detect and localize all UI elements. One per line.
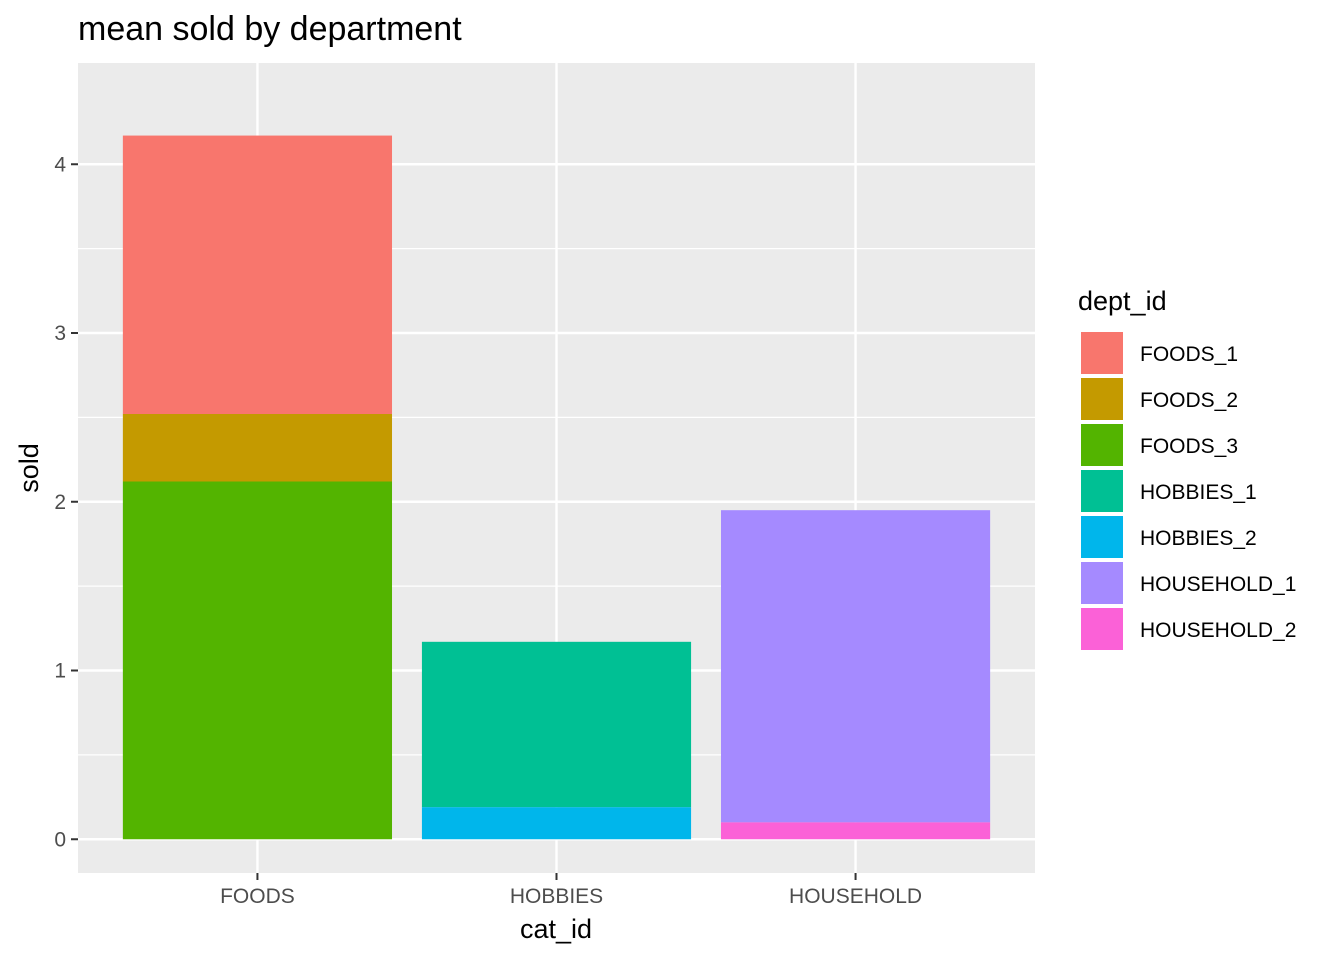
chart-title: mean sold by department [78, 10, 462, 48]
bar-foods-1 [122, 135, 393, 414]
bar-foods-2 [122, 414, 393, 482]
legend-label: FOODS_1 [1140, 343, 1238, 366]
bar-hobbies-2 [421, 807, 692, 840]
legend-key-hobbies-2 [1079, 514, 1125, 560]
legend-title: dept_id [1078, 286, 1167, 316]
bars [122, 135, 991, 840]
legend-label: FOODS_2 [1140, 389, 1238, 412]
x-tick-label: FOODS [220, 885, 295, 908]
bar-hobbies-1 [421, 641, 692, 808]
legend-label: HOBBIES_2 [1140, 527, 1257, 550]
y-axis-title: sold [14, 443, 44, 493]
x-axis: FOODS HOBBIES HOUSEHOLD [220, 873, 922, 908]
legend-key-hobbies-1 [1079, 468, 1125, 514]
legend-label: FOODS_3 [1140, 435, 1238, 458]
y-tick-label: 3 [54, 322, 66, 345]
legend-key-foods-2 [1079, 376, 1125, 422]
legend-label: HOBBIES_1 [1140, 481, 1257, 504]
x-axis-title: cat_id [520, 914, 592, 944]
legend-key-household-2 [1079, 606, 1125, 652]
legend-key-foods-3 [1079, 422, 1125, 468]
x-tick-label: HOUSEHOLD [789, 885, 922, 908]
bar-household-1 [720, 510, 991, 823]
legend: dept_id FOODS_1 FOODS_2 FOODS_3 HOBBIES_1 HO… [1078, 286, 1296, 652]
y-tick-label: 0 [54, 828, 66, 851]
y-axis: 0 1 2 3 4 [54, 153, 78, 851]
y-tick-label: 1 [54, 660, 66, 683]
y-tick-label: 2 [54, 491, 66, 514]
legend-key-foods-1 [1079, 330, 1125, 376]
legend-label: HOUSEHOLD_1 [1140, 573, 1296, 596]
legend-label: HOUSEHOLD_2 [1140, 619, 1296, 642]
legend-key-household-1 [1079, 560, 1125, 606]
x-tick-label: HOBBIES [510, 885, 603, 908]
bar-household-2 [720, 822, 991, 840]
y-tick-label: 4 [54, 153, 66, 176]
bar-foods-3 [122, 481, 393, 840]
